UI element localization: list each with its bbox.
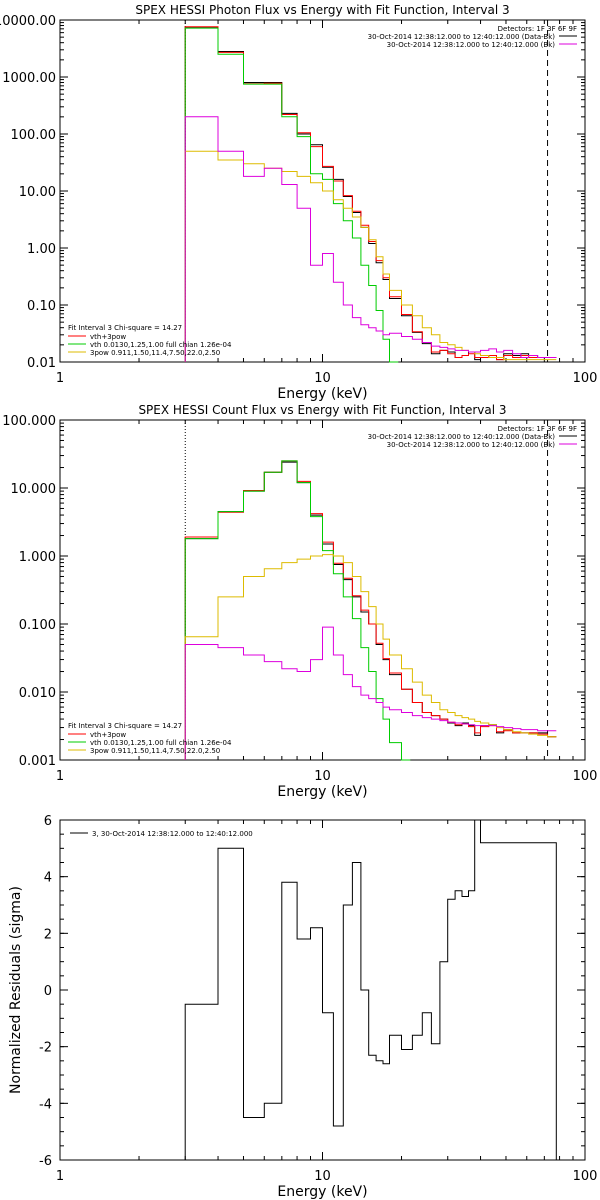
- chart-panel-1: [59, 19, 586, 363]
- legend-detectors: Detectors: 1F 3F 6F 9F: [498, 25, 577, 33]
- y-tick-label: 10000.00: [0, 14, 56, 29]
- x-tick-label: 100: [573, 371, 598, 386]
- data-series-5: [184, 626, 557, 760]
- x-tick-label: 10: [314, 769, 331, 784]
- data-series-2: [184, 460, 557, 760]
- x-tick-label: 100: [573, 769, 598, 784]
- chart-title: SPEX HESSI Count Flux vs Energy with Fit…: [138, 403, 506, 417]
- legend-entry: 30-Oct-2014 12:38:12.000 to 12:40:12.000…: [387, 441, 556, 449]
- legend-entry: vth 0.0130,1.25,1.00 full chian 1.26e-04: [90, 341, 232, 349]
- plot-frame: [59, 419, 586, 761]
- x-tick-label: 1: [56, 769, 64, 784]
- x-tick-label: 10: [314, 371, 331, 386]
- data-series-2: [184, 26, 557, 362]
- y-tick-label: -6: [39, 1154, 52, 1169]
- y-tick-label: 10.000: [11, 482, 57, 497]
- chart-panel-2: [59, 419, 586, 761]
- legend-entry: 3, 30-Oct-2014 12:38:12.000 to 12:40:12.…: [92, 830, 253, 838]
- legend-entry: vth+3pow: [90, 731, 126, 739]
- x-tick-label: 10: [314, 1169, 331, 1184]
- y-tick-label: 2: [44, 927, 52, 942]
- chart-title: SPEX HESSI Photon Flux vs Energy with Fi…: [135, 3, 509, 17]
- legend-entry: 3pow 0.911,1.50,11.4,7.50,22.0,2.50: [90, 747, 220, 755]
- y-tick-label: 1.00: [27, 242, 56, 257]
- data-series-1: [184, 819, 557, 1160]
- x-axis-label: Energy (keV): [277, 386, 367, 402]
- legend-entry: 3pow 0.911,1.50,11.4,7.50,22.0,2.50: [90, 349, 220, 357]
- y-tick-label: 0.010: [19, 686, 56, 701]
- y-tick-label: 0.100: [19, 618, 56, 633]
- data-series-5: [184, 116, 557, 362]
- y-tick-label: 1.000: [19, 550, 56, 565]
- legend-entry: 30-Oct-2014 12:38:12.000 to 12:40:12.000…: [387, 41, 556, 49]
- x-tick-label: 100: [573, 1169, 598, 1184]
- data-series-3: [184, 27, 399, 363]
- y-tick-label: 4: [44, 871, 52, 886]
- data-series-4: [184, 150, 557, 362]
- y-tick-label: 6: [44, 814, 52, 829]
- data-series-1: [184, 461, 557, 760]
- y-tick-label: 0: [44, 984, 52, 999]
- y-tick-label: 100.000: [2, 414, 56, 429]
- legend-entry: 30-Oct-2014 12:38:12.000 to 12:40:12.000…: [368, 33, 556, 41]
- x-tick-label: 1: [56, 1169, 64, 1184]
- data-series-1: [184, 26, 557, 362]
- y-tick-label: -2: [39, 1041, 52, 1056]
- y-tick-label: 100.00: [11, 128, 57, 143]
- legend-entry: 30-Oct-2014 12:38:12.000 to 12:40:12.000…: [368, 433, 556, 441]
- y-tick-label: 1000.00: [2, 71, 56, 86]
- legend-entry: vth+3pow: [90, 333, 126, 341]
- y-tick-label: 10.00: [19, 185, 56, 200]
- legend-detectors: Detectors: 1F 3F 6F 9F: [498, 425, 577, 433]
- y-tick-label: 0.01: [27, 356, 56, 371]
- chart-panel-3: [59, 819, 586, 1161]
- data-series-4: [184, 554, 557, 760]
- y-tick-label: 0.001: [19, 754, 56, 769]
- x-tick-label: 1: [56, 371, 64, 386]
- legend-fit-header: Fit Interval 3 Chi-square = 14.27: [68, 722, 182, 730]
- legend-fit-header: Fit Interval 3 Chi-square = 14.27: [68, 324, 182, 332]
- legend-entry: vth 0.0130,1.25,1.00 full chian 1.26e-04: [90, 739, 232, 747]
- x-axis-label: Energy (keV): [277, 1184, 367, 1200]
- x-axis-label: Energy (keV): [277, 784, 367, 800]
- y-tick-label: 0.10: [27, 299, 56, 314]
- y-tick-label: -4: [39, 1097, 52, 1112]
- y-axis-label: Normalized Residuals (sigma): [8, 886, 24, 1094]
